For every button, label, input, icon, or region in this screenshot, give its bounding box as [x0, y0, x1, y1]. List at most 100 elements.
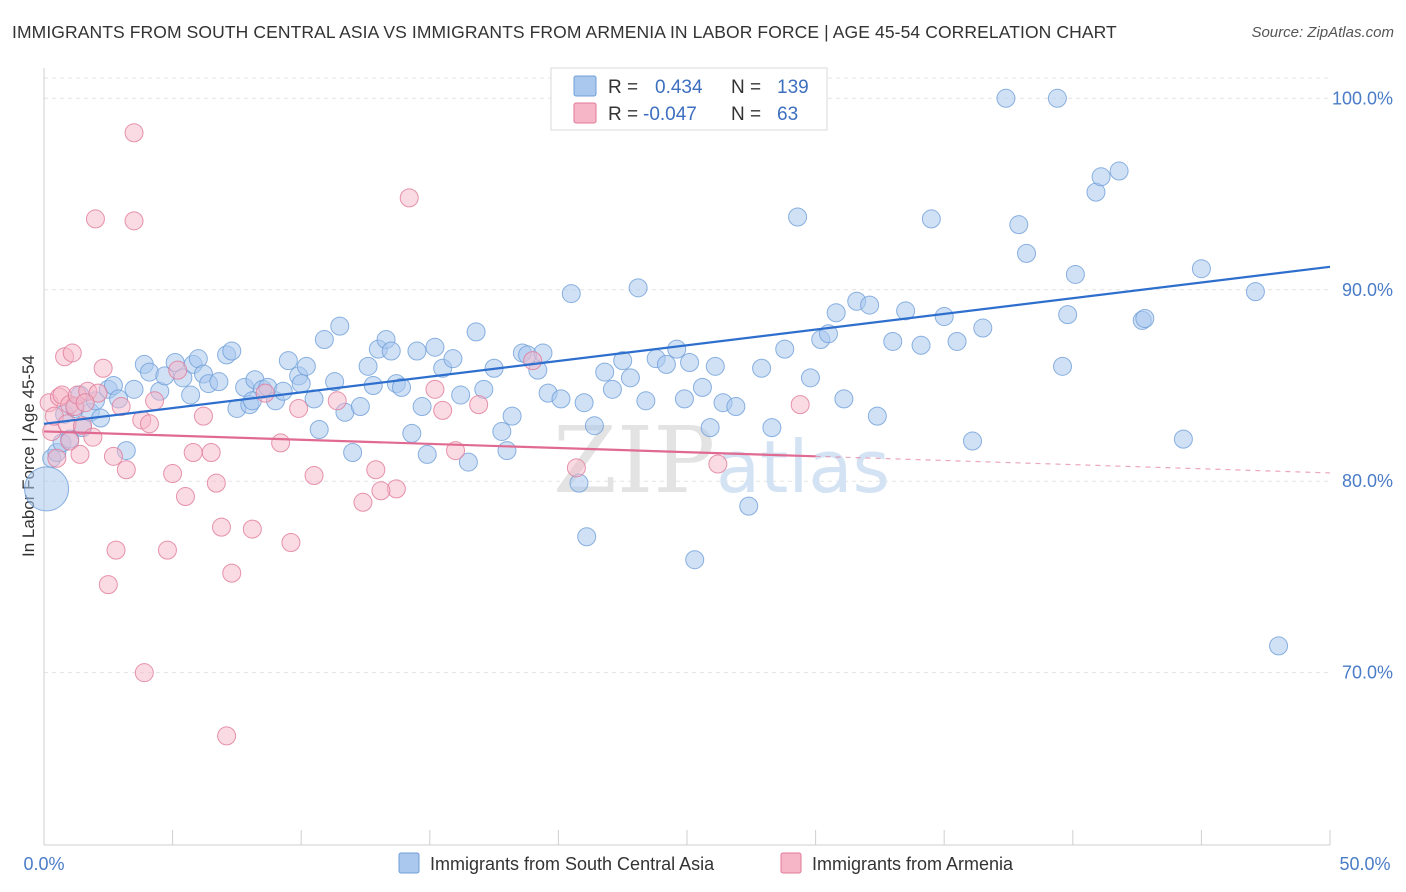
data-point [425, 337, 445, 357]
x-tick-label-max: 50.0% [1339, 854, 1390, 874]
x-tick-label-min: 0.0% [23, 854, 64, 874]
data-point [762, 418, 782, 438]
data-point [157, 540, 177, 560]
y-tick-label: 100.0% [1332, 88, 1393, 108]
data-point [343, 443, 363, 462]
data-point [371, 481, 391, 501]
data-point [685, 550, 705, 570]
data-point [145, 391, 165, 411]
y-tick-label: 70.0% [1342, 663, 1393, 683]
y-axis-tick-labels: 100.0% 90.0% 80.0% 70.0% [1332, 88, 1393, 682]
data-point [325, 372, 345, 392]
data-point [636, 391, 656, 411]
legend-n-value-1: 139 [777, 77, 809, 98]
data-point [628, 278, 648, 298]
data-point [451, 385, 471, 405]
data-point [561, 284, 581, 304]
data-point [327, 391, 347, 411]
data-point [497, 441, 517, 461]
data-point [330, 316, 350, 336]
data-point [106, 540, 126, 560]
data-point [788, 207, 808, 227]
data-point [116, 460, 136, 480]
data-point [826, 303, 846, 323]
data-point [314, 330, 334, 350]
data-point [399, 188, 419, 208]
series-armenia-points [39, 123, 810, 746]
y-axis-label: In Labor Force | Age 45-54 [19, 355, 38, 557]
data-point [752, 358, 772, 378]
data-point [595, 362, 615, 382]
legend-n-label-2: N = [731, 104, 761, 125]
data-point [446, 441, 466, 461]
legend-box [550, 67, 828, 131]
data-point [181, 385, 201, 405]
data-point [24, 466, 70, 512]
watermark-atlas: atlas [716, 425, 890, 509]
data-point [443, 349, 463, 369]
data-point [433, 400, 453, 420]
data-point [358, 356, 378, 376]
data-point [1058, 305, 1078, 325]
data-point [1191, 259, 1211, 279]
trend-line [43, 430, 816, 458]
data-point [103, 446, 123, 466]
legend-n-label-1: N = [731, 77, 761, 98]
trend-line-extension [815, 455, 1331, 474]
data-point [502, 406, 522, 426]
data-point [271, 433, 291, 453]
data-point [273, 381, 293, 401]
data-point [402, 423, 422, 443]
data-point [163, 464, 183, 484]
data-point [255, 383, 275, 403]
data-point [620, 368, 640, 388]
data-point [366, 460, 386, 480]
data-point [834, 389, 854, 409]
data-point [70, 444, 90, 464]
data-point [193, 406, 213, 426]
data-point [551, 389, 571, 409]
data-point [860, 295, 880, 315]
data-point [566, 458, 586, 478]
data-point [217, 726, 237, 746]
data-point [458, 452, 478, 472]
legend-item-armenia-swatch [780, 852, 802, 874]
y-tick-label: 80.0% [1342, 471, 1393, 491]
data-point [201, 443, 221, 462]
stats-legend: R = 0.434 N = 139 R = -0.047 N = 63 [550, 67, 828, 131]
data-point [281, 532, 301, 552]
legend-item-south-central-asia-swatch [398, 852, 420, 874]
data-point [613, 351, 633, 371]
data-point [492, 421, 512, 441]
data-point [111, 397, 131, 417]
data-point [739, 496, 759, 516]
data-point [705, 356, 725, 376]
data-point [134, 663, 154, 683]
data-point [139, 414, 159, 434]
data-point [291, 374, 311, 394]
data-point [1245, 282, 1265, 302]
legend-r-label-2: R = [608, 104, 638, 125]
data-point [289, 398, 309, 418]
data-point [466, 322, 486, 342]
data-point [62, 343, 82, 363]
data-point [973, 318, 993, 338]
data-point [708, 454, 728, 474]
data-point [425, 379, 445, 399]
data-point [392, 377, 412, 397]
y-tick-label: 90.0% [1342, 280, 1393, 300]
data-point [407, 341, 427, 361]
data-point [211, 517, 231, 537]
data-point [947, 331, 967, 351]
data-point [962, 431, 982, 451]
legend-r-value-2: -0.047 [643, 104, 697, 125]
data-point [206, 473, 226, 493]
data-point [296, 356, 316, 376]
data-point [124, 211, 144, 231]
data-point [469, 395, 489, 415]
data-point [883, 331, 903, 351]
data-point [183, 443, 203, 462]
data-point [309, 420, 329, 440]
data-point [209, 372, 229, 392]
data-point [47, 448, 67, 468]
